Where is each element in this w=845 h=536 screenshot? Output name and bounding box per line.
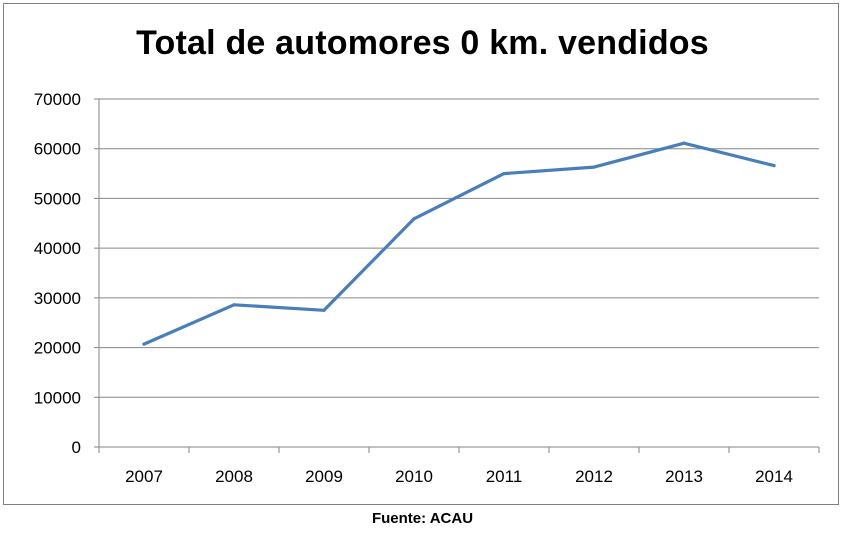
data-point bbox=[322, 308, 326, 312]
y-tick-label: 70000 bbox=[34, 90, 81, 109]
x-tick-label: 2013 bbox=[665, 467, 703, 486]
x-tick-label: 2008 bbox=[215, 467, 253, 486]
chart-frame bbox=[3, 3, 839, 505]
y-tick-label: 20000 bbox=[34, 339, 81, 358]
y-tick-label: 30000 bbox=[34, 289, 81, 308]
x-tick-label: 2012 bbox=[575, 467, 613, 486]
y-tick-label: 60000 bbox=[34, 140, 81, 159]
series-line bbox=[142, 141, 776, 346]
data-point bbox=[772, 164, 776, 168]
x-tick-label: 2009 bbox=[305, 467, 343, 486]
x-tick-label: 2011 bbox=[486, 467, 523, 486]
y-tick-label: 50000 bbox=[34, 189, 81, 208]
x-tick-label: 2010 bbox=[395, 467, 433, 486]
data-point bbox=[412, 217, 416, 221]
x-tick-label: 2007 bbox=[125, 467, 163, 486]
data-point bbox=[682, 141, 686, 145]
source-note: Fuente: ACAU bbox=[371, 510, 474, 527]
y-tick-label: 40000 bbox=[34, 239, 81, 258]
y-tick-label: 10000 bbox=[34, 388, 81, 407]
y-tick-label: 0 bbox=[72, 438, 81, 457]
chart-title: Total de automores 0 km. vendidos bbox=[136, 24, 709, 62]
data-point bbox=[142, 342, 146, 346]
line-chart: 0 10000 20000 30000 40000 50000 60000 70000 2007… bbox=[34, 90, 820, 486]
x-tick-label: 2014 bbox=[755, 467, 793, 486]
data-point bbox=[592, 165, 596, 169]
data-point bbox=[502, 171, 506, 176]
data-point bbox=[232, 303, 236, 307]
